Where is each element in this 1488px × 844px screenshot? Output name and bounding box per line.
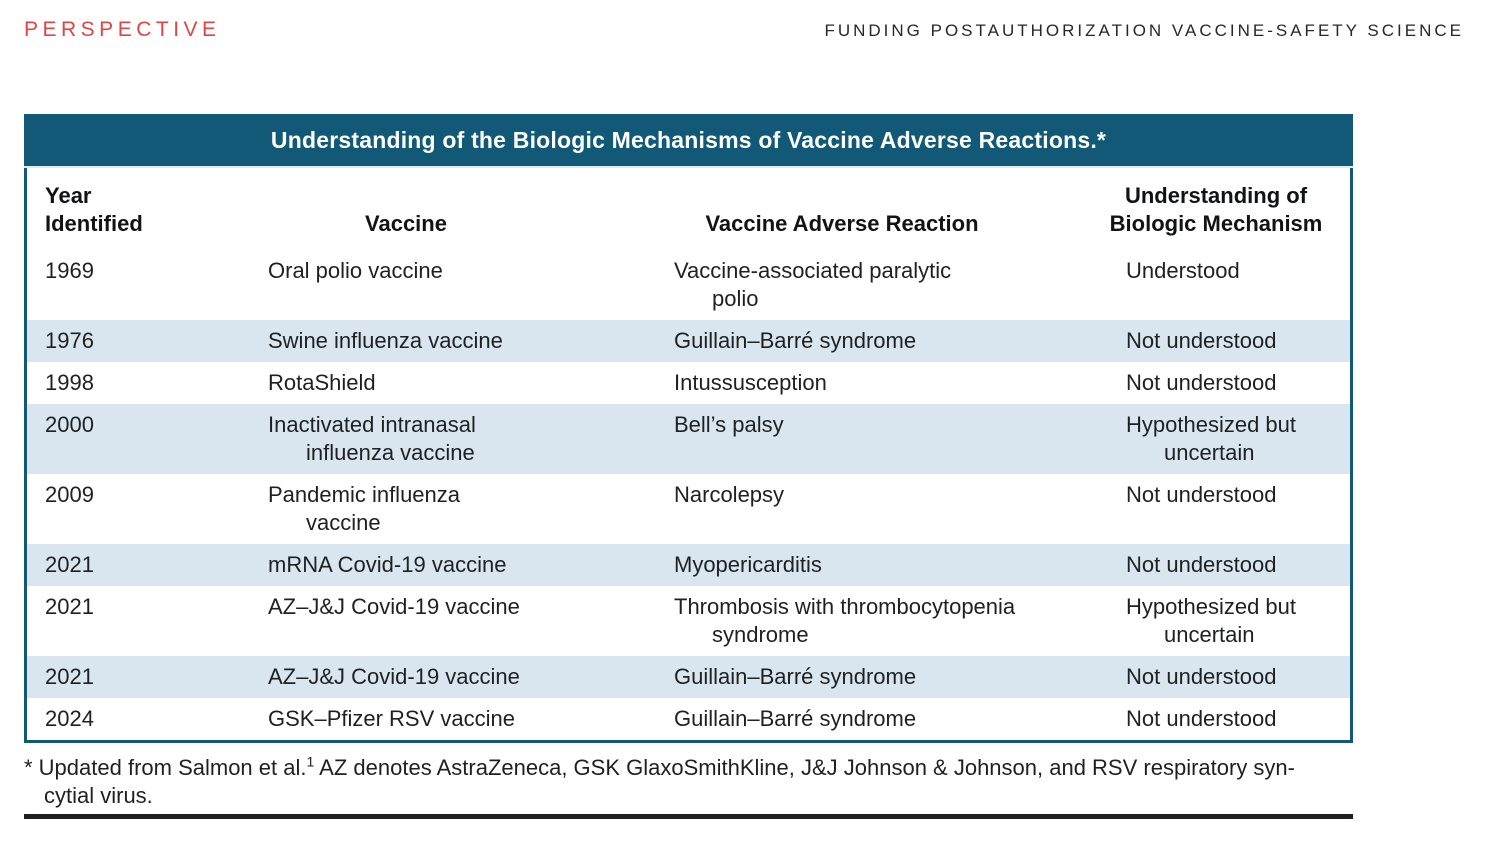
table-header-row: Year Identified Vaccine Vaccine Adverse … [27,168,1350,250]
cell-reaction: Narcolepsy [674,482,785,507]
cell-year: 1998 [45,370,94,395]
cell-vaccine: Inactivated intranasal influenza vaccine [268,412,476,465]
cell-year: 1969 [45,258,94,283]
table-row: 1998 RotaShield Intussusception Not unde… [27,362,1350,404]
table-footnote: * Updated from Salmon et al.1 AZ denotes… [24,754,1344,810]
cell-year: 2021 [45,664,94,689]
cell-vaccine: mRNA Covid-19 vaccine [268,552,507,577]
col-header-year: Year Identified [45,183,143,236]
cell-year: 2021 [45,594,94,619]
cell-understanding: Hypothesized but uncertain [1126,412,1296,465]
cell-understanding: Not understood [1126,328,1277,353]
cell-year: 2009 [45,482,94,507]
section-kicker: PERSPECTIVE [24,18,221,41]
table-row: 2024 GSK–Pfizer RSV vaccine Guillain–Bar… [27,698,1350,740]
masthead: PERSPECTIVE FUNDING POSTAUTHORIZATION VA… [24,18,1464,42]
cell-reaction: Guillain–Barré syndrome [674,706,917,731]
cell-understanding: Not understood [1126,370,1277,395]
cell-year: 2000 [45,412,94,437]
cell-reaction: Myopericarditis [674,552,822,577]
table-row: 2000 Inactivated intranasal influenza va… [27,404,1350,474]
cell-reaction: Thrombosis with thrombocytopenia syndrom… [674,594,1016,647]
running-head: FUNDING POSTAUTHORIZATION VACCINE-SAFETY… [824,21,1464,40]
cell-vaccine: Swine influenza vaccine [268,328,503,353]
cell-vaccine: AZ–J&J Covid-19 vaccine [268,594,520,619]
table-row: 2021 mRNA Covid-19 vaccine Myopericardit… [27,544,1350,586]
cell-understanding: Not understood [1126,552,1277,577]
table-row: 2021 AZ–J&J Covid-19 vaccine Thrombosis … [27,586,1350,656]
table-title: Understanding of the Biologic Mechanisms… [270,126,1107,153]
table-row: 1969 Oral polio vaccine Vaccine-associat… [27,250,1350,320]
cell-vaccine: AZ–J&J Covid-19 vaccine [268,664,520,689]
footnote-text-1: * Updated from Salmon et al. [24,755,307,780]
cell-year: 2021 [45,552,94,577]
footnote-reference-mark: 1 [306,753,315,770]
adverse-reactions-table: Understanding of the Biologic Mechanisms… [24,114,1353,743]
cell-reaction: Intussusception [674,370,827,395]
cell-understanding: Not understood [1126,482,1277,507]
cell-reaction: Vaccine-associated paralytic polio [674,258,952,311]
col-header-understanding: Understanding of Biologic Mechanism [1109,183,1323,236]
cell-reaction: Bell’s palsy [674,412,784,437]
table-row: 2009 Pandemic influenza vaccine Narcolep… [27,474,1350,544]
table-row: 2021 AZ–J&J Covid-19 vaccine Guillain–Ba… [27,656,1350,698]
cell-vaccine: Pandemic influenza vaccine [268,482,461,535]
table-row: 1976 Swine influenza vaccine Guillain–Ba… [27,320,1350,362]
cell-year: 2024 [45,706,94,731]
cell-understanding: Hypothesized but uncertain [1126,594,1296,647]
table-title-bar: Understanding of the Biologic Mechanisms… [24,114,1353,168]
cell-reaction: Guillain–Barré syndrome [674,664,917,689]
col-header-vaccine: Vaccine [365,211,447,236]
cell-understanding: Not understood [1126,706,1277,731]
cell-understanding: Understood [1126,258,1240,283]
cell-vaccine: RotaShield [268,370,376,395]
cell-understanding: Not understood [1126,664,1277,689]
cell-vaccine: GSK–Pfizer RSV vaccine [268,706,515,731]
col-header-reaction: Vaccine Adverse Reaction [705,211,979,236]
footnote-text-3: cytial virus. [44,783,153,808]
cell-vaccine: Oral polio vaccine [268,258,443,283]
footnote-text-2: AZ denotes AstraZeneca, GSK GlaxoSmithKl… [314,755,1295,780]
page-bottom-rule [24,814,1353,819]
cell-reaction: Guillain–Barré syndrome [674,328,917,353]
cell-year: 1976 [45,328,94,353]
table-body: Year Identified Vaccine Vaccine Adverse … [24,168,1353,743]
